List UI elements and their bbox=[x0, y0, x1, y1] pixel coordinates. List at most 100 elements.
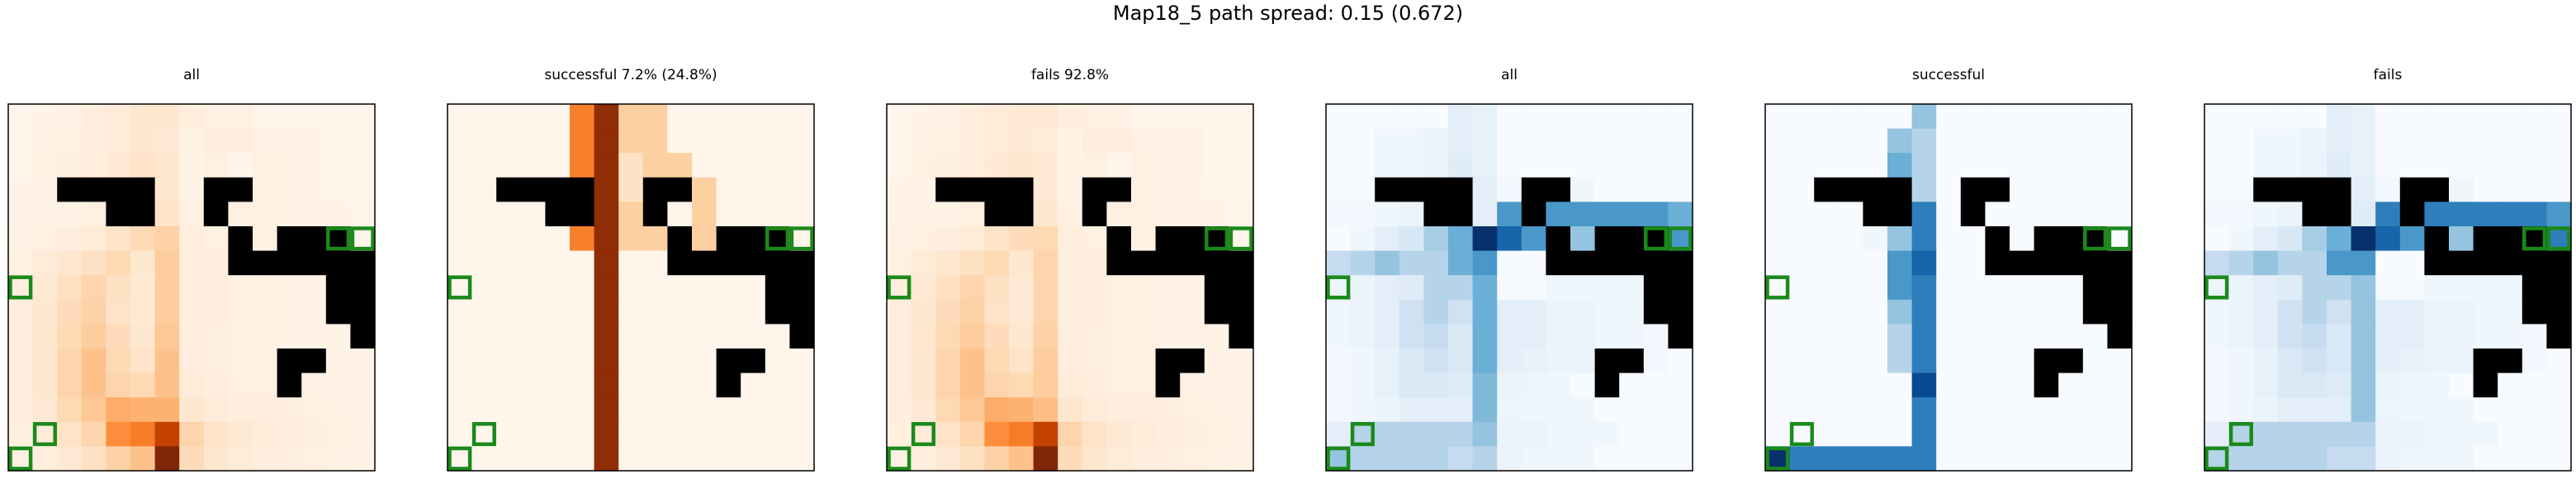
heatmap-cell bbox=[2449, 128, 2474, 154]
wall-cell bbox=[741, 226, 766, 252]
heatmap-cell bbox=[2228, 446, 2254, 472]
wall-cell bbox=[1521, 202, 1546, 227]
heatmap-cell bbox=[1082, 324, 1107, 349]
heatmap-cell bbox=[1668, 153, 1693, 178]
heatmap-cell bbox=[2546, 372, 2572, 398]
goal-marker bbox=[8, 275, 33, 300]
heatmap-cell bbox=[1814, 153, 1840, 178]
heatmap-cell bbox=[106, 372, 131, 398]
heatmap-cell bbox=[1863, 104, 1888, 130]
heatmap-cell bbox=[203, 421, 229, 447]
heatmap-cell bbox=[911, 299, 936, 325]
heatmap-cell bbox=[1204, 104, 1229, 130]
heatmap-cell bbox=[2302, 275, 2327, 301]
wall-cell bbox=[1985, 250, 2010, 276]
heatmap-cell bbox=[1936, 421, 1962, 447]
heatmap-cell bbox=[2375, 177, 2401, 202]
heatmap-cell bbox=[2375, 299, 2401, 325]
heatmap-cell bbox=[1911, 397, 1937, 423]
heatmap-cell bbox=[2204, 104, 2230, 130]
wall-cell bbox=[277, 349, 302, 374]
heatmap-cell bbox=[2204, 349, 2230, 374]
heatmap-cell bbox=[1375, 324, 1400, 349]
heatmap-cell bbox=[1838, 275, 1863, 301]
heatmap-cell bbox=[667, 128, 693, 154]
wall-cell bbox=[716, 226, 741, 252]
heatmap-cell bbox=[520, 446, 546, 472]
heatmap-cell bbox=[1985, 104, 2010, 130]
heatmap-cell bbox=[789, 153, 815, 178]
heatmap-cell bbox=[1838, 299, 1863, 325]
panel-title: successful 7.2% (24.8%) bbox=[544, 67, 717, 83]
heatmap-cell bbox=[1375, 397, 1400, 423]
heatmap-cell bbox=[1033, 177, 1058, 202]
wall-cell bbox=[2107, 299, 2133, 325]
wall-cell bbox=[570, 177, 595, 202]
wall-cell bbox=[935, 177, 961, 202]
heatmap-cell bbox=[2082, 324, 2108, 349]
heatmap-cell bbox=[179, 250, 205, 276]
heatmap-cell bbox=[2302, 372, 2327, 398]
wall-cell bbox=[1887, 202, 1913, 227]
heatmap-cell bbox=[1326, 128, 1352, 154]
heatmap-cell bbox=[1887, 104, 1913, 130]
heatmap-cell bbox=[1936, 104, 1962, 130]
heatmap-cell bbox=[765, 324, 790, 349]
heatmap-cell bbox=[667, 421, 693, 447]
heatmap-cell bbox=[911, 250, 936, 276]
heatmap-cell bbox=[1765, 153, 1791, 178]
heatmap-cell bbox=[887, 128, 912, 154]
heatmap-cell bbox=[2375, 128, 2401, 154]
heatmap-cell bbox=[1985, 397, 2010, 423]
heatmap-cell bbox=[2107, 177, 2133, 202]
heatmap-cell bbox=[1838, 446, 1863, 472]
heatmap-cell bbox=[1985, 446, 2010, 472]
heatmap-cell bbox=[1619, 421, 1645, 447]
wall-cell bbox=[1668, 324, 1693, 349]
wall-cell bbox=[496, 177, 522, 202]
heatmap-cell bbox=[2228, 250, 2254, 276]
heatmap-cell bbox=[545, 324, 571, 349]
heatmap-cell bbox=[2473, 446, 2498, 472]
heatmap-cell bbox=[1423, 349, 1449, 374]
heatmap-cell bbox=[2351, 324, 2376, 349]
heatmap-cell bbox=[716, 177, 741, 202]
heatmap-cell bbox=[570, 275, 595, 301]
heatmap-cell bbox=[8, 128, 34, 154]
heatmap-cell bbox=[1399, 324, 1424, 349]
heatmap-cell bbox=[179, 128, 205, 154]
heatmap-cell bbox=[1058, 177, 1083, 202]
heatmap-cell bbox=[228, 372, 253, 398]
heatmap-cell bbox=[2204, 299, 2230, 325]
wall-cell bbox=[2399, 177, 2425, 202]
wall-cell bbox=[2449, 250, 2474, 276]
heatmap-cell bbox=[2228, 349, 2254, 374]
heatmap-cell bbox=[1838, 202, 1863, 227]
heatmap-cell bbox=[1204, 446, 1229, 472]
heatmap-cell bbox=[81, 372, 107, 398]
heatmap-cell bbox=[2399, 372, 2425, 398]
wall-cell bbox=[277, 226, 302, 252]
heatmap-cell bbox=[277, 153, 302, 178]
heatmap-cell bbox=[520, 397, 546, 423]
heatmap-cell bbox=[2399, 275, 2425, 301]
heatmap-cell bbox=[935, 349, 961, 374]
heatmap-cell bbox=[1594, 446, 1620, 472]
heatmap-cell bbox=[2010, 397, 2035, 423]
heatmap-cell bbox=[447, 153, 473, 178]
heatmap-cell bbox=[203, 104, 229, 130]
wall-cell bbox=[2498, 250, 2523, 276]
wall-cell bbox=[2473, 372, 2498, 398]
heatmap-cell bbox=[1058, 104, 1083, 130]
wall-cell bbox=[741, 250, 766, 276]
heatmap-cell bbox=[1375, 372, 1400, 398]
heatmap-cell bbox=[1521, 153, 1546, 178]
heatmap-cell bbox=[692, 104, 717, 130]
heatmap-cell bbox=[2082, 177, 2108, 202]
heatmap-cell bbox=[692, 372, 717, 398]
wall-cell bbox=[959, 177, 985, 202]
heatmap-cell bbox=[1765, 250, 1791, 276]
heatmap-cell bbox=[594, 397, 619, 423]
heatmap-cell bbox=[1375, 104, 1400, 130]
